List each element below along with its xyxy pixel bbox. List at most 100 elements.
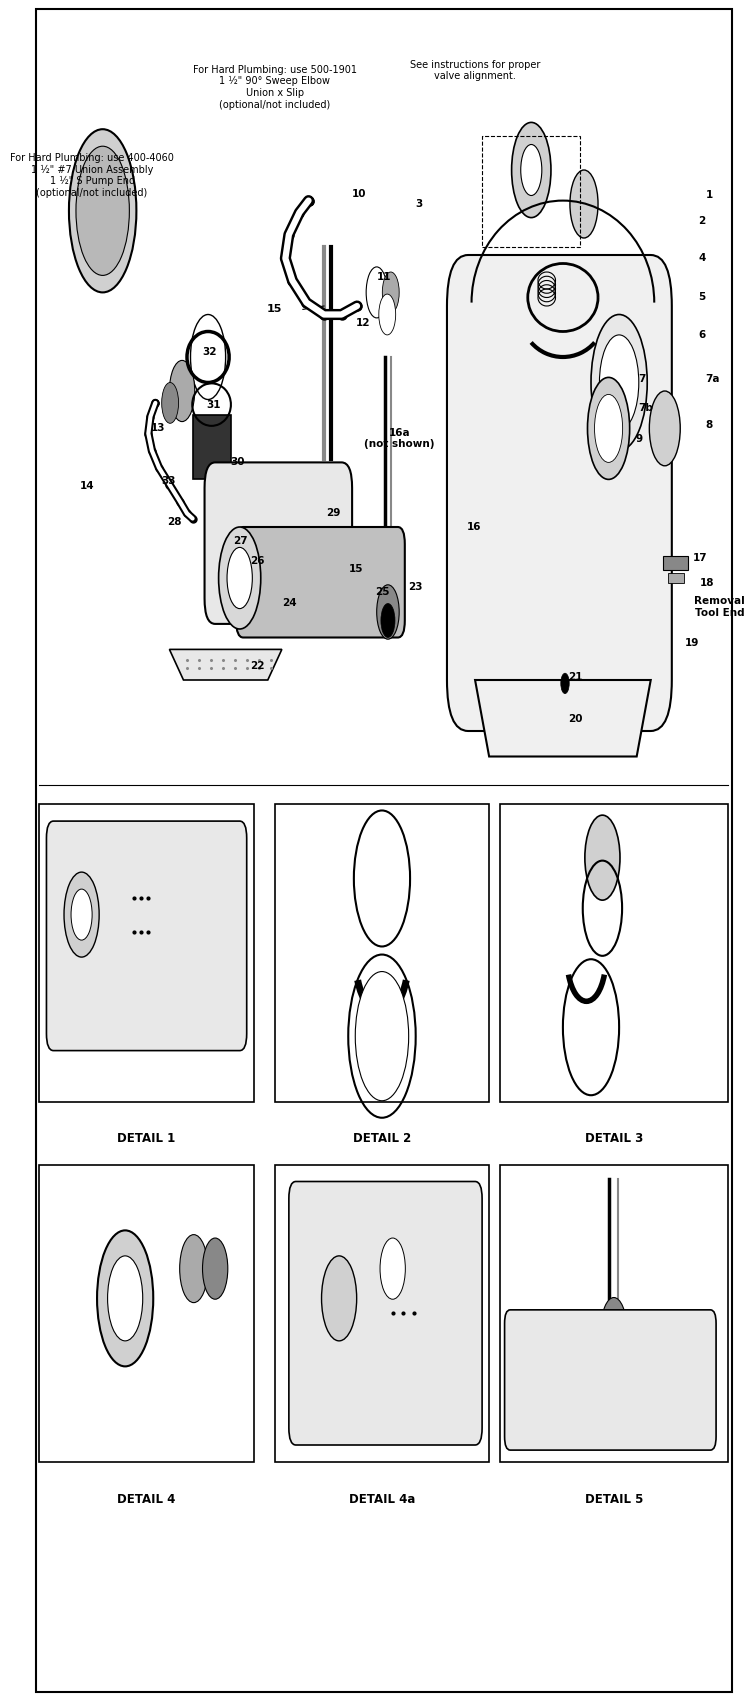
Text: 33: 33 [307,1219,320,1229]
Text: 19: 19 [684,638,699,648]
Circle shape [591,314,647,450]
Circle shape [587,377,629,479]
FancyBboxPatch shape [447,255,672,731]
Text: 30: 30 [231,457,245,468]
FancyBboxPatch shape [499,1164,728,1462]
Text: DETAIL 4: DETAIL 4 [117,1493,176,1506]
Circle shape [283,498,299,539]
FancyBboxPatch shape [39,1164,253,1462]
Text: 6: 6 [699,330,706,340]
Circle shape [377,585,399,639]
Text: 25: 25 [675,1243,689,1253]
FancyBboxPatch shape [612,400,626,413]
Circle shape [561,673,569,694]
Text: 24: 24 [178,835,192,845]
Text: 6: 6 [390,913,396,921]
Text: 23: 23 [408,581,423,592]
Text: 3: 3 [415,199,423,209]
Text: 13: 13 [150,423,165,434]
Circle shape [585,816,620,901]
Circle shape [322,1256,356,1341]
Text: 2: 2 [186,1219,193,1229]
Circle shape [180,1234,208,1302]
Circle shape [71,889,92,940]
Text: 7a: 7a [705,374,720,384]
Text: DETAIL 3: DETAIL 3 [585,1132,643,1146]
FancyBboxPatch shape [274,804,489,1102]
Text: 5: 5 [699,292,706,303]
Text: 12: 12 [356,318,370,328]
Text: 6: 6 [661,933,668,944]
Text: 16: 16 [467,522,481,532]
Text: 26: 26 [250,556,265,566]
FancyBboxPatch shape [47,821,247,1051]
Text: 29: 29 [326,508,341,518]
Circle shape [379,294,396,335]
Polygon shape [169,649,282,680]
Text: 31: 31 [207,400,221,410]
Text: 7b: 7b [638,403,653,413]
Text: 17: 17 [693,552,708,563]
Text: 23: 23 [187,903,201,913]
Text: 10: 10 [352,189,367,199]
Text: 15: 15 [349,564,363,575]
FancyBboxPatch shape [274,1164,489,1462]
Text: See instructions for proper
valve alignment.: See instructions for proper valve alignm… [410,60,540,82]
Text: 9: 9 [565,1044,572,1052]
Text: 23: 23 [429,1273,442,1282]
Circle shape [366,267,387,318]
Text: DETAIL 1: DETAIL 1 [117,1132,176,1146]
Text: 1: 1 [225,1219,232,1229]
Text: 1: 1 [705,190,713,201]
Circle shape [202,1238,228,1299]
Text: 4: 4 [96,1353,103,1363]
Text: 33: 33 [162,476,176,486]
Circle shape [601,1297,626,1358]
FancyBboxPatch shape [499,804,728,1102]
Circle shape [69,129,136,292]
Text: 7: 7 [661,993,668,1003]
Circle shape [76,146,129,275]
Circle shape [614,1341,635,1392]
Circle shape [380,1238,405,1299]
Circle shape [599,335,638,430]
Text: 4: 4 [699,253,706,264]
Text: DETAIL 4a: DETAIL 4a [349,1493,415,1506]
Circle shape [219,527,261,629]
FancyBboxPatch shape [39,804,253,1102]
Text: 25: 25 [375,586,390,597]
Text: 15: 15 [635,1183,648,1193]
Text: 9: 9 [335,1052,342,1062]
Text: 11: 11 [328,1263,341,1273]
Circle shape [355,972,408,1102]
Text: 20: 20 [568,714,582,724]
Text: 28: 28 [167,517,182,527]
FancyBboxPatch shape [663,556,688,570]
Text: 24: 24 [108,1013,121,1023]
Text: 5: 5 [432,843,439,853]
Text: 16a
(not shown): 16a (not shown) [364,428,435,449]
Text: 22: 22 [250,661,265,672]
Text: 8: 8 [705,420,713,430]
Circle shape [511,122,551,218]
Polygon shape [475,680,650,756]
Text: 4: 4 [661,835,668,845]
Text: 23: 23 [680,1345,693,1353]
Circle shape [382,272,399,313]
Text: 32: 32 [202,347,217,357]
Circle shape [64,872,99,957]
Text: 24: 24 [401,1204,414,1214]
Text: 7: 7 [638,374,645,384]
Text: 24: 24 [371,1392,384,1401]
Text: DETAIL 2: DETAIL 2 [353,1132,411,1146]
Text: 24: 24 [675,1294,689,1304]
Circle shape [520,144,542,196]
Text: 21: 21 [568,672,582,682]
Text: 11: 11 [377,272,391,282]
Circle shape [97,1231,153,1367]
Text: DETAIL 5: DETAIL 5 [584,1493,643,1506]
FancyBboxPatch shape [289,1182,482,1445]
Text: Removal
Tool End: Removal Tool End [694,597,745,617]
Text: For Hard Plumbing: use 500-1901
1 ½" 90° Sweep Elbow
Union x Slip
(optional/not : For Hard Plumbing: use 500-1901 1 ½" 90°… [193,65,356,109]
Circle shape [595,394,623,462]
